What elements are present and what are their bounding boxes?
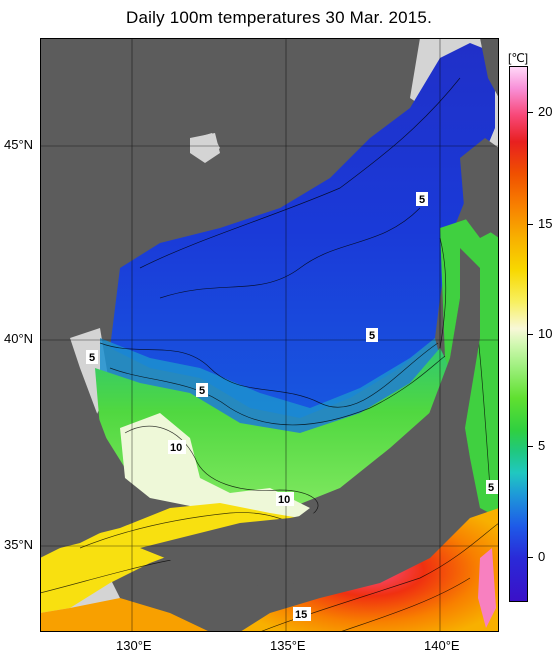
contour-label: 5 <box>369 330 375 342</box>
land-honshu <box>140 248 480 586</box>
lat-label-40: 40°N <box>4 331 34 346</box>
map-frame <box>40 38 499 632</box>
colorbar-tick <box>528 112 533 113</box>
land-hokkaido <box>460 138 499 238</box>
lat-label-35: 35°N <box>4 537 34 552</box>
sea-cold-basin <box>110 43 495 418</box>
contour-label: 5 <box>419 194 425 206</box>
lon-label-140: 140°E <box>424 638 460 653</box>
colorbar-label-10: 10 <box>538 326 553 341</box>
sea-warm-kuroshio <box>240 508 499 632</box>
colorbar-label-5: 5 <box>538 438 546 453</box>
temperature-map: 5 5 5 5 10 10 15 5 <box>40 38 499 632</box>
colorbar-tick <box>528 446 533 447</box>
lat-label-45: 45°N <box>4 137 34 152</box>
colorbar-label-20: 20 <box>538 104 553 119</box>
island-nodata <box>195 133 220 160</box>
lon-label-135: 135°E <box>270 638 306 653</box>
colorbar-label-15: 15 <box>538 216 553 231</box>
graticule <box>40 38 499 632</box>
sea-warm-southwest <box>40 598 210 632</box>
contour-label: 15 <box>295 609 307 621</box>
contour-label: 5 <box>89 352 95 364</box>
contour-label: 5 <box>488 482 494 494</box>
contour-label: 10 <box>170 442 182 454</box>
contour-label: 10 <box>278 494 290 506</box>
contour-label: 5 <box>199 385 205 397</box>
colorbar-tick <box>528 334 533 335</box>
land-korea <box>40 338 120 553</box>
sea-pale-tongue <box>120 413 310 523</box>
colorbar <box>509 66 528 602</box>
map-title: Daily 100m temperatures 30 Mar. 2015. <box>126 8 432 27</box>
land-sakhalin-coast <box>480 38 499 98</box>
lon-label-130: 130°E <box>116 638 152 653</box>
sea-cyan-band <box>100 338 440 438</box>
colorbar-tick <box>528 224 533 225</box>
sea-pink-core <box>478 548 496 628</box>
colorbar-tick <box>528 557 533 558</box>
colorbar-unit: [℃] <box>508 51 529 65</box>
colorbar-label-0: 0 <box>538 549 546 564</box>
